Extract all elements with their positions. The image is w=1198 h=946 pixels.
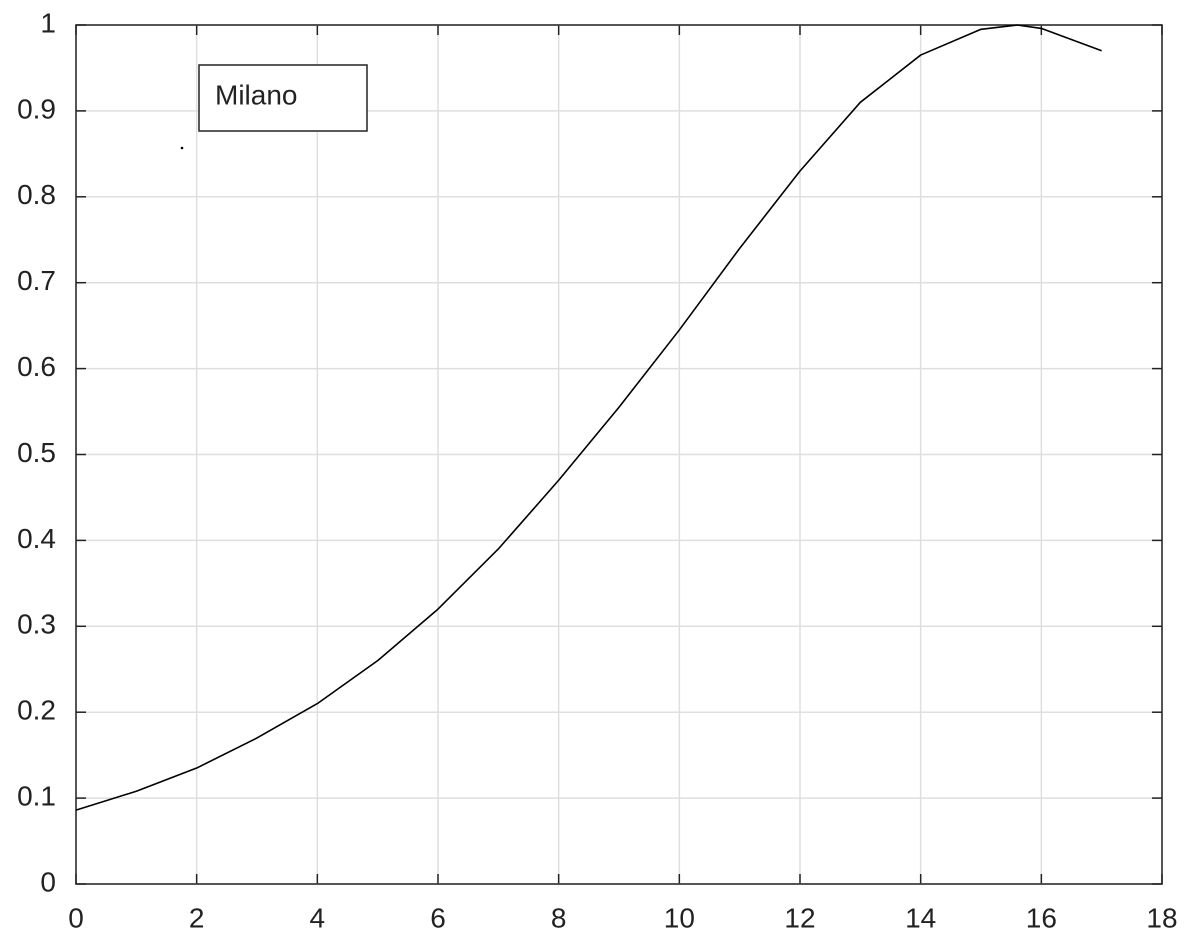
line xyxy=(75,24,1102,811)
y-tick-label: 0.3 xyxy=(17,609,56,640)
y-tick-label: 0.6 xyxy=(17,351,56,382)
x-tick-label: 6 xyxy=(430,902,446,933)
legend-label: Milano xyxy=(215,79,297,110)
y-tick-label: 0.7 xyxy=(17,265,56,296)
legend-marker-dot xyxy=(180,146,184,150)
x-tick-label: 8 xyxy=(551,902,567,933)
y-tick-label: 0.8 xyxy=(17,179,56,210)
legend-box xyxy=(198,64,368,132)
x-tick-label: 2 xyxy=(189,902,205,933)
x-tick-label: 14 xyxy=(905,902,936,933)
y-tick-label: 0 xyxy=(40,866,56,897)
y-tick-label: 0.9 xyxy=(17,93,56,124)
x-tick-label: 16 xyxy=(1026,902,1057,933)
x-tick-label: 18 xyxy=(1146,902,1177,933)
x-tick-label: 12 xyxy=(784,902,815,933)
y-tick-label: 0.4 xyxy=(17,523,56,554)
y-tick-label: 0.2 xyxy=(17,695,56,726)
y-tick-label: 0.5 xyxy=(17,437,56,468)
y-tick-label: 0.1 xyxy=(17,780,56,811)
y-tick-label: 1 xyxy=(40,7,56,38)
axes-box xyxy=(75,24,1163,885)
x-tick-label: 4 xyxy=(310,902,326,933)
x-tick-label: 10 xyxy=(664,902,695,933)
x-tick-label: 0 xyxy=(68,902,84,933)
legend: Milano xyxy=(198,64,368,132)
